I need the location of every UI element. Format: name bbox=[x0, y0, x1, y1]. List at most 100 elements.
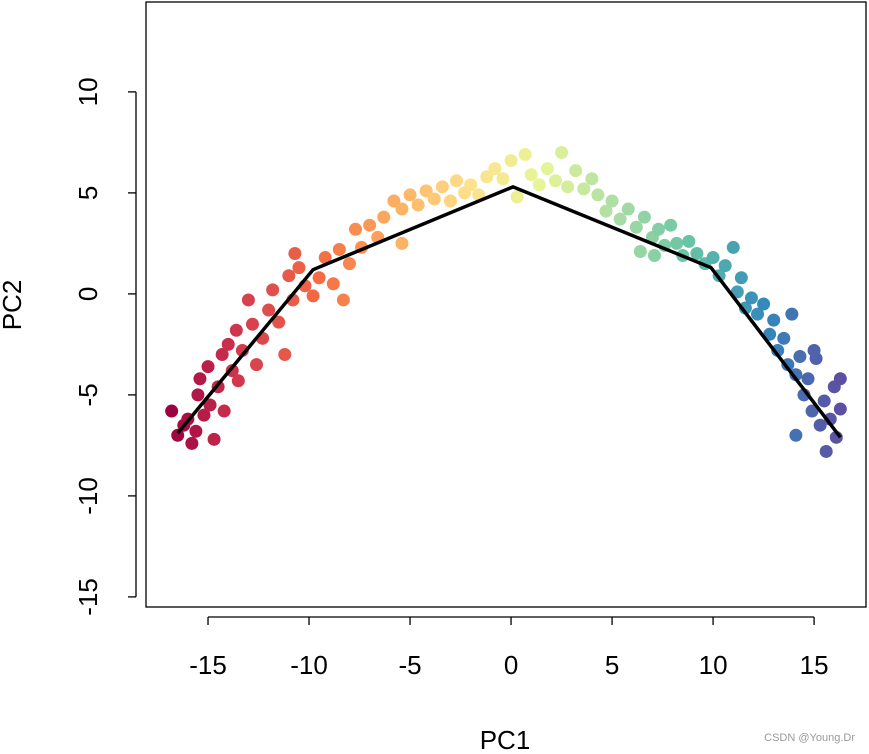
y-tick-label: 0 bbox=[73, 287, 103, 301]
point bbox=[241, 293, 255, 307]
point bbox=[807, 343, 821, 357]
point bbox=[789, 368, 803, 382]
point bbox=[326, 277, 340, 291]
point bbox=[201, 360, 215, 374]
point bbox=[518, 148, 532, 162]
x-tick-label: -10 bbox=[290, 650, 328, 680]
point bbox=[805, 404, 819, 418]
x-axis-label: PC1 bbox=[480, 725, 531, 754]
point bbox=[706, 251, 720, 265]
y-tick-label: 10 bbox=[73, 77, 103, 106]
point bbox=[801, 372, 815, 386]
point bbox=[833, 402, 847, 416]
point bbox=[488, 162, 502, 176]
point bbox=[540, 162, 554, 176]
point bbox=[395, 236, 409, 250]
point bbox=[599, 204, 613, 218]
point bbox=[767, 313, 781, 327]
point bbox=[250, 358, 264, 372]
point bbox=[387, 194, 401, 208]
point bbox=[652, 222, 666, 236]
point bbox=[637, 210, 651, 224]
point bbox=[524, 168, 538, 182]
point bbox=[165, 404, 179, 418]
point bbox=[217, 404, 231, 418]
point bbox=[292, 261, 306, 275]
point bbox=[664, 218, 678, 232]
point bbox=[348, 222, 362, 236]
point bbox=[726, 240, 740, 254]
point bbox=[793, 350, 807, 364]
point bbox=[306, 289, 320, 303]
point bbox=[312, 271, 326, 285]
point bbox=[435, 180, 449, 194]
point bbox=[577, 182, 591, 196]
point bbox=[569, 164, 583, 178]
y-axis-label: PC2 bbox=[0, 280, 27, 331]
point bbox=[363, 218, 377, 232]
point bbox=[450, 174, 464, 188]
point bbox=[561, 180, 575, 194]
point bbox=[585, 172, 599, 186]
point bbox=[605, 194, 619, 208]
point bbox=[751, 307, 765, 321]
point bbox=[193, 372, 207, 386]
point bbox=[532, 178, 546, 192]
point bbox=[785, 307, 799, 321]
point bbox=[403, 188, 417, 202]
point bbox=[203, 398, 217, 412]
point bbox=[548, 174, 562, 188]
point bbox=[282, 269, 296, 283]
point bbox=[480, 170, 494, 184]
point bbox=[647, 249, 661, 263]
point bbox=[777, 331, 791, 345]
point bbox=[613, 212, 627, 226]
x-tick-label: 0 bbox=[504, 650, 518, 680]
x-tick-label: -5 bbox=[398, 650, 421, 680]
point bbox=[229, 323, 243, 337]
point bbox=[318, 251, 332, 265]
point bbox=[555, 145, 569, 159]
point bbox=[332, 242, 346, 256]
point bbox=[262, 303, 276, 317]
point bbox=[633, 244, 647, 258]
point bbox=[189, 424, 203, 438]
y-tick-label: -15 bbox=[73, 578, 103, 616]
point bbox=[670, 236, 684, 250]
point bbox=[266, 283, 280, 297]
plot-frame bbox=[145, 1, 867, 608]
point bbox=[757, 297, 771, 311]
x-tick-label: 15 bbox=[800, 650, 829, 680]
fit-line bbox=[176, 184, 842, 439]
point bbox=[419, 184, 433, 198]
x-tick-label: 10 bbox=[699, 650, 728, 680]
point bbox=[817, 394, 831, 408]
point bbox=[221, 337, 235, 351]
point bbox=[191, 388, 205, 402]
point bbox=[197, 408, 211, 422]
point bbox=[245, 317, 259, 331]
point bbox=[443, 194, 457, 208]
point bbox=[496, 172, 510, 186]
point bbox=[288, 246, 302, 260]
point bbox=[819, 444, 833, 458]
point bbox=[510, 190, 524, 204]
point bbox=[342, 257, 356, 271]
point bbox=[591, 188, 605, 202]
watermark: CSDN @Young.Dr bbox=[764, 732, 855, 744]
point bbox=[504, 154, 518, 168]
point bbox=[395, 202, 409, 216]
y-tick-label: -5 bbox=[73, 383, 103, 406]
x-tick-label: 5 bbox=[605, 650, 619, 680]
point bbox=[682, 234, 696, 248]
point bbox=[629, 220, 643, 234]
point bbox=[215, 347, 229, 361]
point bbox=[278, 347, 292, 361]
y-tick-label: 5 bbox=[73, 186, 103, 200]
point bbox=[377, 210, 391, 224]
point bbox=[718, 259, 732, 273]
point bbox=[207, 432, 221, 446]
point bbox=[734, 271, 748, 285]
